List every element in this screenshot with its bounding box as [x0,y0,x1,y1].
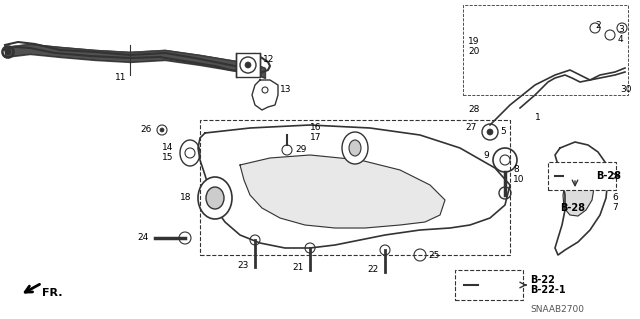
Ellipse shape [342,132,368,164]
Text: 20: 20 [468,48,479,56]
Text: 21: 21 [292,263,303,272]
Circle shape [160,128,164,132]
Bar [236,53,260,77]
Text: 19: 19 [468,38,479,47]
Circle shape [487,129,493,135]
Ellipse shape [206,187,224,209]
Text: 9: 9 [483,151,489,160]
Text: 15: 15 [162,153,173,162]
Text: 27: 27 [465,122,476,131]
Polygon shape [240,155,445,228]
Text: 30: 30 [620,85,632,94]
Text: 11: 11 [115,73,127,83]
Text: 18: 18 [180,194,191,203]
Text: 1: 1 [535,114,541,122]
Text: 26: 26 [140,125,152,135]
Text: B-28: B-28 [596,171,621,181]
Text: 8: 8 [513,166,519,174]
Text: 17: 17 [310,133,321,143]
Text: 22: 22 [367,265,378,275]
Text: 12: 12 [263,56,275,64]
Text: 25: 25 [428,250,440,259]
Text: 14: 14 [162,144,173,152]
Text: 10: 10 [513,175,525,184]
Text: 7: 7 [612,204,618,212]
Text: 6: 6 [612,194,618,203]
Ellipse shape [198,177,232,219]
Polygon shape [198,125,510,248]
Text: 23: 23 [237,261,248,270]
Circle shape [5,49,11,55]
Bar [455,270,523,300]
Text: 16: 16 [310,123,321,132]
Polygon shape [563,170,594,216]
Ellipse shape [349,140,361,156]
Polygon shape [555,142,608,255]
Text: SNAAB2700: SNAAB2700 [530,306,584,315]
Text: B-22: B-22 [530,275,555,285]
Text: 24: 24 [137,234,148,242]
Text: 3: 3 [618,26,624,34]
Bar [200,120,510,255]
Text: 28: 28 [468,106,479,115]
Circle shape [245,62,251,68]
Text: FR.: FR. [42,288,63,298]
Text: 29: 29 [295,145,307,154]
Text: B-28: B-28 [560,203,585,213]
Text: B-22-1: B-22-1 [530,285,566,295]
Bar [463,5,628,95]
Text: 5: 5 [500,128,506,137]
Text: 2: 2 [595,20,600,29]
Bar [548,162,616,190]
Ellipse shape [180,140,200,166]
Text: 13: 13 [280,85,291,94]
Text: 4: 4 [618,35,623,44]
